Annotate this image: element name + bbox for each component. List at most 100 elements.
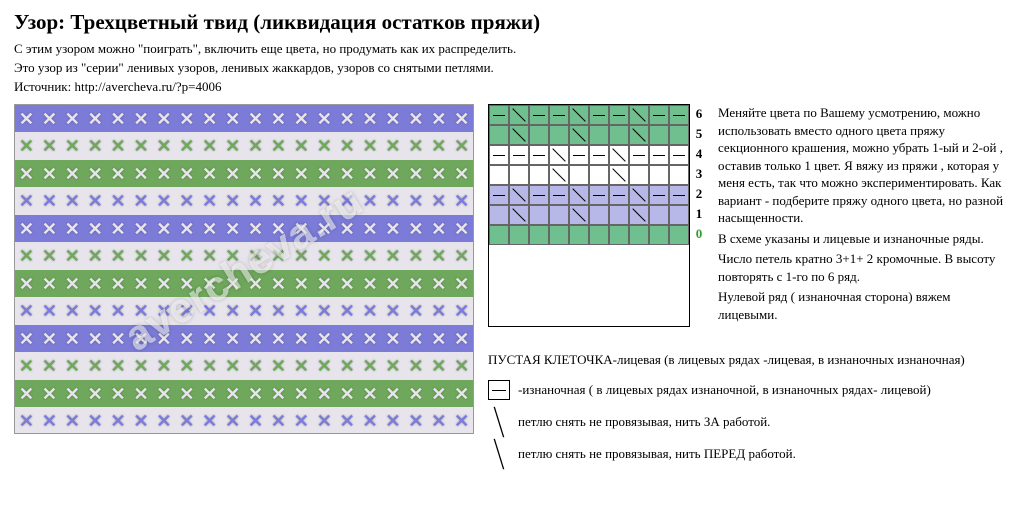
backslash-symbol-icon: ╲ bbox=[492, 412, 505, 432]
chart-row bbox=[489, 165, 689, 185]
row-number: 2 bbox=[690, 184, 708, 204]
chart-cell bbox=[529, 185, 549, 205]
chart-cell bbox=[609, 125, 629, 145]
chart-cell bbox=[649, 165, 669, 185]
chart-cell bbox=[649, 145, 669, 165]
legend-purl: -изнаночная ( в лицевых рядах изнаночной… bbox=[488, 380, 1010, 400]
main-content: ✕✕✕✕✕✕✕✕✕✕✕✕✕✕✕✕✕✕✕✕✕✕✕✕✕✕✕✕✕✕✕✕✕✕✕✕✕✕✕✕… bbox=[0, 100, 1024, 484]
instr-p1: Меняйте цвета по Вашему усмотрению, можн… bbox=[718, 104, 1010, 227]
chart-row bbox=[489, 105, 689, 125]
chart-cell bbox=[629, 225, 649, 245]
chart-cell bbox=[529, 205, 549, 225]
chart-cell bbox=[569, 145, 589, 165]
photo-stripe: ✕✕✕✕✕✕✕✕✕✕✕✕✕✕✕✕✕✕✕✕ bbox=[15, 132, 473, 160]
photo-stripe: ✕✕✕✕✕✕✕✕✕✕✕✕✕✕✕✕✕✕✕✕ bbox=[15, 380, 473, 408]
row-number: 6 bbox=[690, 104, 708, 124]
intro-line-2: Это узор из "серии" ленивых узоров, лени… bbox=[14, 59, 1010, 77]
photo-stripe: ✕✕✕✕✕✕✕✕✕✕✕✕✕✕✕✕✕✕✕✕ bbox=[15, 407, 473, 434]
chart-cell bbox=[649, 125, 669, 145]
chart-cell bbox=[529, 105, 549, 125]
chart-cell bbox=[489, 185, 509, 205]
chart-cell bbox=[589, 125, 609, 145]
source-line: Источник: http://avercheva.ru/?p=4006 bbox=[14, 78, 1010, 96]
legend-block: ПУСТАЯ КЛЕТОЧКА-лицевая (в лицевых рядах… bbox=[488, 351, 1010, 477]
chart-cell bbox=[649, 205, 669, 225]
intro-line-1: С этим узором можно "поиграть", включить… bbox=[14, 40, 1010, 58]
chart-cell bbox=[669, 125, 689, 145]
chart-cell bbox=[589, 165, 609, 185]
legend-slip-back: ╲ петлю снять не провязывая, нить ЗА раб… bbox=[488, 412, 1010, 432]
chart-cell bbox=[489, 125, 509, 145]
chart-row bbox=[489, 205, 689, 225]
photo-stripe: ✕✕✕✕✕✕✕✕✕✕✕✕✕✕✕✕✕✕✕✕ bbox=[15, 187, 473, 215]
chart-cell bbox=[509, 205, 529, 225]
chart-cell bbox=[489, 165, 509, 185]
legend-slip-front: ╲ петлю снять не провязывая, нить ПЕРЕД … bbox=[488, 444, 1010, 464]
chart-cell bbox=[529, 125, 549, 145]
chart-cell bbox=[629, 205, 649, 225]
photo-stripe: ✕✕✕✕✕✕✕✕✕✕✕✕✕✕✕✕✕✕✕✕ bbox=[15, 325, 473, 353]
chart-cell bbox=[649, 185, 669, 205]
chart-cell bbox=[509, 145, 529, 165]
chart-cell bbox=[629, 125, 649, 145]
chart-cell bbox=[589, 225, 609, 245]
chart-row bbox=[489, 125, 689, 145]
chart-cell bbox=[509, 185, 529, 205]
chart-cell bbox=[569, 205, 589, 225]
dash-symbol-icon bbox=[488, 380, 510, 400]
chart-cell bbox=[549, 185, 569, 205]
row-number: 1 bbox=[690, 204, 708, 224]
chart-cell bbox=[529, 145, 549, 165]
chart-cell bbox=[589, 205, 609, 225]
chart-cell bbox=[609, 205, 629, 225]
chart-cell bbox=[569, 165, 589, 185]
chart-cell bbox=[609, 225, 629, 245]
page-title: Узор: Трехцветный твид (ликвидация остат… bbox=[14, 8, 1010, 36]
right-column: 6543210 Меняйте цвета по Вашему усмотрен… bbox=[488, 104, 1010, 476]
instr-p4: Нулевой ряд ( изнаночная сторона) вяжем … bbox=[718, 288, 1010, 323]
chart-cell bbox=[589, 105, 609, 125]
chart-cell bbox=[549, 125, 569, 145]
chart-row bbox=[489, 225, 689, 245]
photo-stripe: ✕✕✕✕✕✕✕✕✕✕✕✕✕✕✕✕✕✕✕✕ bbox=[15, 242, 473, 270]
instructions-block: Меняйте цвета по Вашему усмотрению, можн… bbox=[718, 104, 1010, 327]
chart-row bbox=[489, 185, 689, 205]
chart-cell bbox=[569, 105, 589, 125]
chart-cell bbox=[669, 145, 689, 165]
knitting-photo: ✕✕✕✕✕✕✕✕✕✕✕✕✕✕✕✕✕✕✕✕✕✕✕✕✕✕✕✕✕✕✕✕✕✕✕✕✕✕✕✕… bbox=[14, 104, 474, 434]
chart-cell bbox=[549, 205, 569, 225]
photo-stripe: ✕✕✕✕✕✕✕✕✕✕✕✕✕✕✕✕✕✕✕✕ bbox=[15, 105, 473, 133]
chart-cell bbox=[589, 145, 609, 165]
chart-cell bbox=[609, 165, 629, 185]
chart-cell bbox=[629, 165, 649, 185]
chart-cell bbox=[509, 165, 529, 185]
chart-cell bbox=[649, 225, 669, 245]
header: Узор: Трехцветный твид (ликвидация остат… bbox=[0, 0, 1024, 100]
chart-cell bbox=[629, 105, 649, 125]
chart-cell bbox=[509, 125, 529, 145]
chart-cell bbox=[549, 225, 569, 245]
chart-row-numbers: 6543210 bbox=[690, 104, 708, 327]
chart-cell bbox=[649, 105, 669, 125]
chart-cell bbox=[609, 185, 629, 205]
chart-cell bbox=[529, 225, 549, 245]
photo-stripe: ✕✕✕✕✕✕✕✕✕✕✕✕✕✕✕✕✕✕✕✕ bbox=[15, 352, 473, 380]
chart-cell bbox=[569, 185, 589, 205]
photo-stripe: ✕✕✕✕✕✕✕✕✕✕✕✕✕✕✕✕✕✕✕✕ bbox=[15, 215, 473, 243]
chart-cell bbox=[669, 165, 689, 185]
chart-cell bbox=[489, 105, 509, 125]
chart-cell bbox=[489, 205, 509, 225]
legend-empty-cell: ПУСТАЯ КЛЕТОЧКА-лицевая (в лицевых рядах… bbox=[488, 351, 1010, 369]
chart-cell bbox=[669, 105, 689, 125]
instr-p2: В схеме указаны и лицевые и изнаночные р… bbox=[718, 230, 1010, 248]
photo-stripe: ✕✕✕✕✕✕✕✕✕✕✕✕✕✕✕✕✕✕✕✕ bbox=[15, 297, 473, 325]
chart-cell bbox=[609, 105, 629, 125]
chart-row bbox=[489, 145, 689, 165]
chart-cell bbox=[669, 205, 689, 225]
row-number: 3 bbox=[690, 164, 708, 184]
row-number: 0 bbox=[690, 224, 708, 244]
chart-cell bbox=[529, 165, 549, 185]
instr-p3: Число петель кратно 3+1+ 2 кромочные. В … bbox=[718, 250, 1010, 285]
chart-cell bbox=[669, 185, 689, 205]
chart-and-text: 6543210 Меняйте цвета по Вашему усмотрен… bbox=[488, 104, 1010, 327]
